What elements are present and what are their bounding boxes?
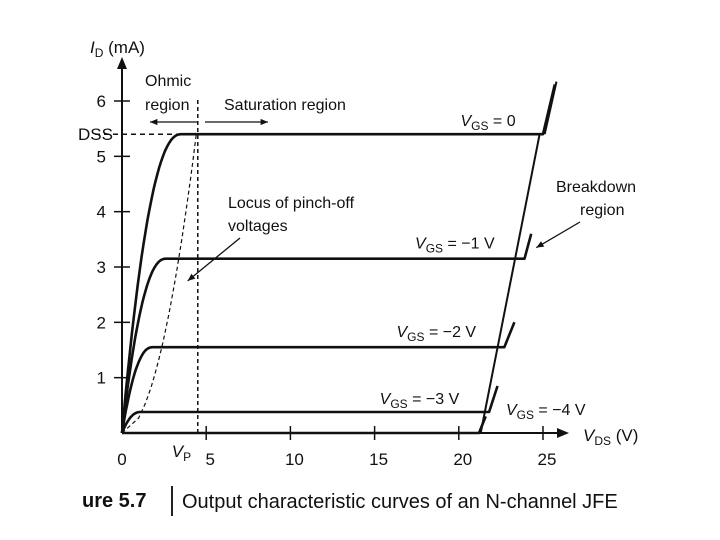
locus-label-line1: Locus of pinch-off: [228, 195, 355, 212]
breakdown-label-line1: Breakdown: [556, 179, 636, 196]
caption-separator: [171, 486, 173, 516]
vgs-curve-0: [120, 84, 557, 434]
vgs-curve-1: [120, 233, 533, 434]
y-tick-label: 1: [97, 369, 106, 388]
x-tick-label: 5: [205, 450, 214, 469]
y-axis-label: ID (mA): [90, 38, 145, 60]
y-tick-label: 3: [97, 258, 106, 277]
vgs-label-4: VGS = −4 V: [506, 402, 586, 422]
saturation-region-label: Saturation region: [224, 97, 346, 114]
breakdown-envelope: [479, 134, 541, 434]
y-tick-label: 6: [97, 92, 106, 111]
y-tick-label: 5: [97, 147, 106, 166]
breakdown-arrow: [535, 221, 581, 249]
x-tick-label: 25: [538, 450, 557, 469]
x-tick-label: 15: [369, 450, 388, 469]
curves: [120, 81, 581, 435]
pinch-off-locus-curve: [121, 134, 197, 434]
ohmic-arrow-head: [150, 118, 158, 126]
y-axis-arrow: [117, 57, 127, 69]
breakdown-line-top: [543, 81, 558, 135]
x-axis-arrow: [557, 428, 569, 438]
vgs-label-3: VGS = −3 V: [380, 391, 460, 411]
locus-label-line2: voltages: [228, 218, 288, 235]
locus-arrow: [187, 237, 241, 282]
ohmic-region-label-line2: region: [145, 97, 189, 114]
breakdown-label-line2: region: [580, 202, 624, 219]
vp-label: VP: [172, 442, 191, 464]
locus-arrow-head: [187, 273, 196, 281]
idss-label: DSS: [78, 125, 113, 144]
vgs-curve-3: [120, 385, 499, 434]
x-tick-label: 20: [453, 450, 472, 469]
x-tick-label: 10: [285, 450, 304, 469]
ohmic-region-label-line1: Ohmic: [145, 73, 191, 90]
caption-text: Output characteristic curves of an N-cha…: [182, 491, 618, 513]
vgs-label-1: VGS = −1 V: [415, 236, 495, 256]
vgs-curve-4: [122, 415, 487, 435]
y-tick-label: 2: [97, 313, 106, 332]
saturation-arrow-head: [260, 118, 268, 126]
labels: 1 2 3 4 5 6 0 5 10 15 20 25 ID (mA) VDS (V) VP DSS VGS =…: [78, 38, 638, 469]
vgs-label-2: VGS = −2 V: [396, 324, 476, 344]
x-tick-label: 0: [117, 450, 126, 469]
caption-number: ure 5.7: [82, 490, 147, 512]
y-tick-label: 4: [97, 203, 106, 222]
breakdown-arrow-head: [536, 241, 545, 248]
vgs-label-0: VGS = 0: [460, 113, 515, 133]
x-axis-label: VDS (V): [583, 426, 638, 448]
vgs-curve-2: [120, 321, 516, 434]
